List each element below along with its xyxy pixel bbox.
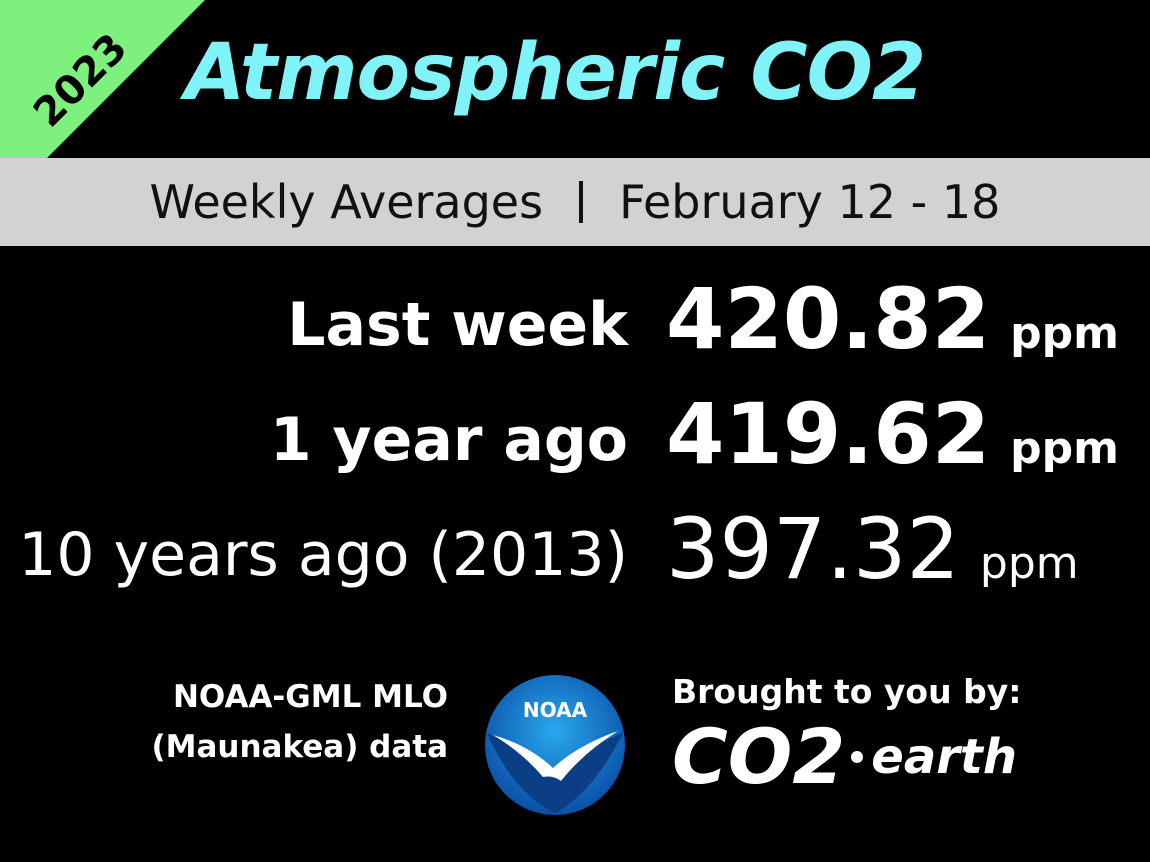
separator xyxy=(579,181,584,223)
noaa-logo: NOAA xyxy=(485,675,625,815)
brand: CO2 earth xyxy=(672,712,1017,801)
row-unit: ppm xyxy=(979,538,1079,589)
data-row: Last week 420.82 ppm xyxy=(0,268,1150,378)
row-value-group: 397.32 ppm xyxy=(666,500,1079,598)
row-unit: ppm xyxy=(1010,308,1119,359)
brand-dot xyxy=(851,750,864,763)
row-value: 420.82 xyxy=(666,270,991,368)
source-line: NOAA-GML MLO xyxy=(172,679,448,715)
data-row: 10 years ago (2013) 397.32 ppm xyxy=(0,498,1150,608)
row-label: Last week xyxy=(287,290,628,360)
subtitle: Weekly Averages February 12 - 18 xyxy=(0,158,1150,246)
row-unit: ppm xyxy=(1010,423,1119,474)
row-label: 1 year ago xyxy=(269,405,628,475)
subtitle-right: February 12 - 18 xyxy=(619,175,1001,229)
row-value: 419.62 xyxy=(666,385,991,483)
subtitle-band xyxy=(0,158,1150,246)
brand-left: CO2 xyxy=(672,712,846,801)
row-value: 397.32 xyxy=(666,500,960,598)
source-line: (Maunakea) data xyxy=(151,729,448,765)
credit: Brought to you by: xyxy=(672,672,1022,711)
brand-right: earth xyxy=(871,728,1017,785)
row-value-group: 420.82 ppm xyxy=(666,270,1119,368)
title: Atmospheric CO2 xyxy=(184,28,926,118)
logo-bird xyxy=(493,731,618,781)
row-value-group: 419.62 ppm xyxy=(666,385,1119,483)
row-label: 10 years ago (2013) xyxy=(18,520,628,590)
subtitle-left: Weekly Averages xyxy=(149,175,544,229)
data-row: 1 year ago 419.62 ppm xyxy=(0,383,1150,493)
source: NOAA-GML MLO (Maunakea) data xyxy=(151,672,448,772)
logo-text: NOAA xyxy=(523,698,588,722)
